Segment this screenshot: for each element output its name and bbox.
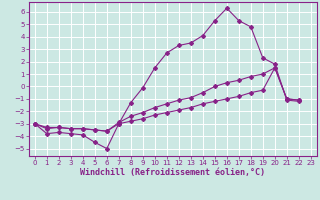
X-axis label: Windchill (Refroidissement éolien,°C): Windchill (Refroidissement éolien,°C) <box>80 168 265 177</box>
